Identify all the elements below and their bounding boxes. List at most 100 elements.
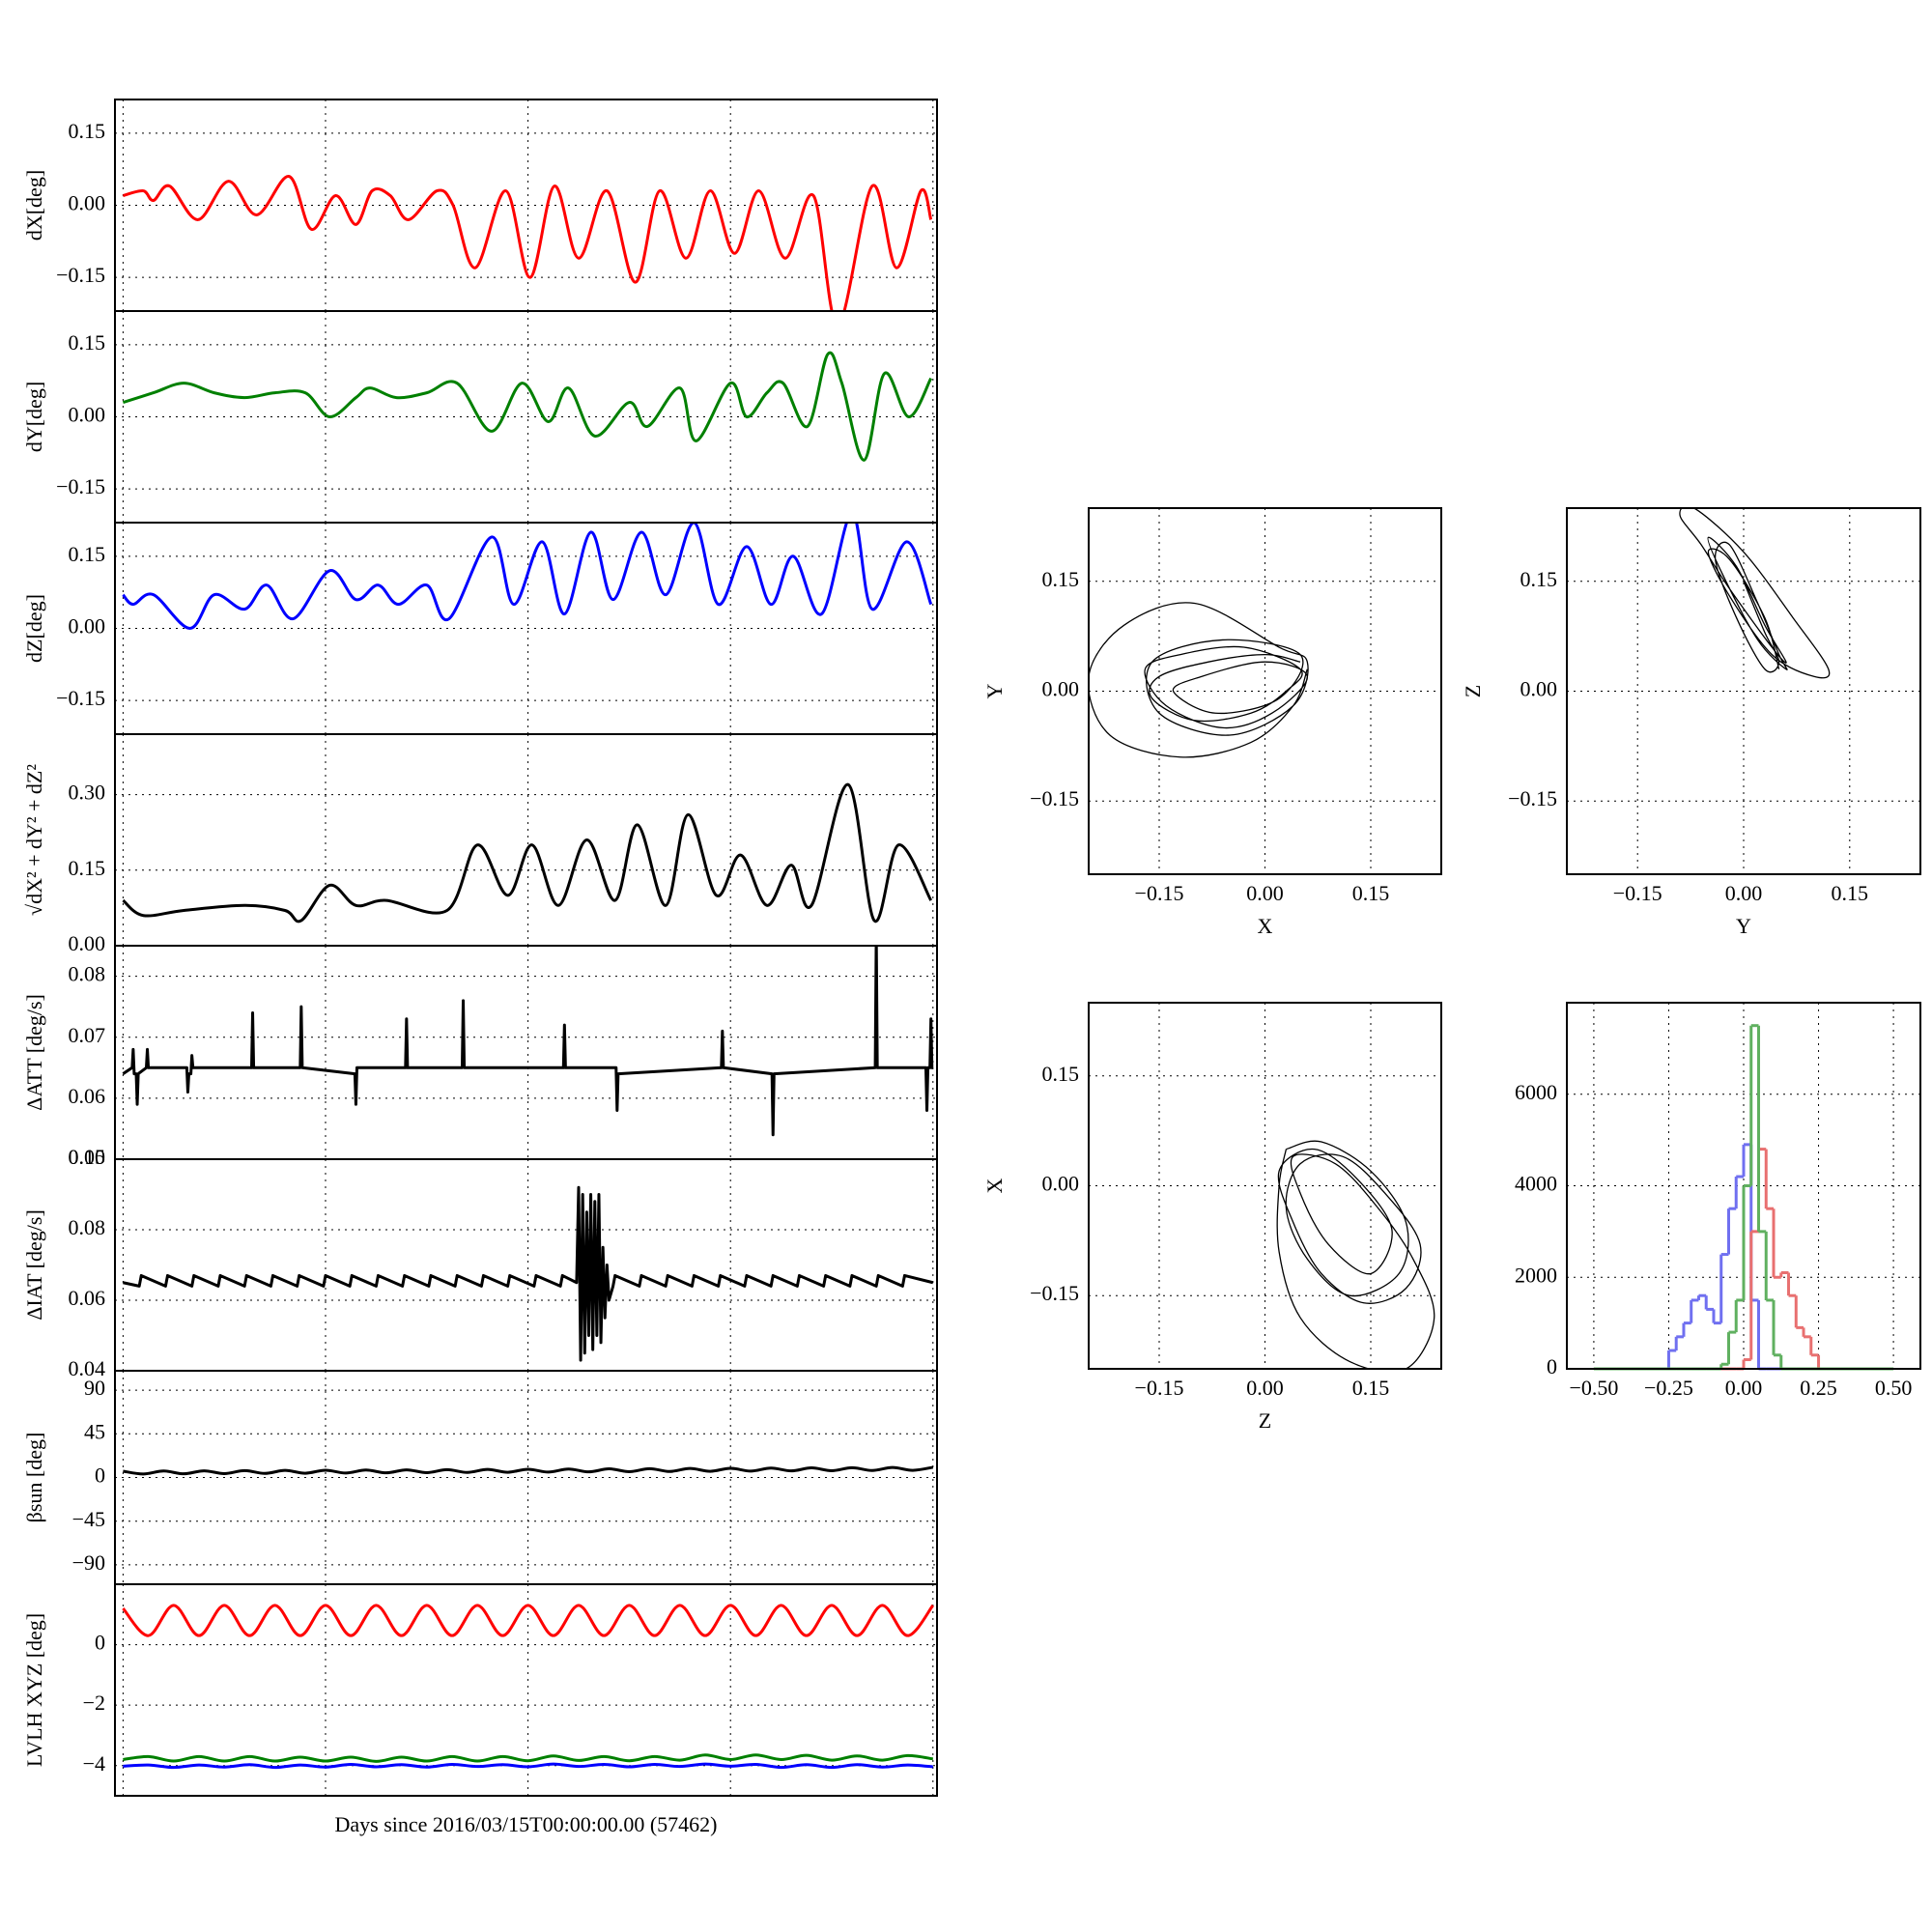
y-tick-label: 90 <box>84 1376 105 1400</box>
y-tick-label: 4000 <box>1515 1172 1557 1196</box>
y-axis-label: dZ[deg] <box>22 594 46 663</box>
y-tick-label: 0.08 <box>69 1215 106 1239</box>
x-axis-label: Y <box>1736 914 1751 938</box>
y-tick-label: −90 <box>72 1550 105 1575</box>
y-tick-label: 0 <box>1547 1354 1557 1378</box>
y-tick-label: 0.08 <box>69 962 106 986</box>
x-tick-label: 0.15 <box>1832 881 1869 905</box>
y-tick-label: 0.00 <box>69 614 106 639</box>
y-tick-label: 0.00 <box>69 931 106 955</box>
x-tick-label: 0.00 <box>1246 881 1284 905</box>
x-tick-label: 0.00 <box>1725 1376 1763 1400</box>
y-tick-label: 0.00 <box>1042 1172 1080 1196</box>
series-line <box>123 1753 934 1763</box>
y-tick-label: 0.00 <box>69 403 106 427</box>
panel: 0.04 0.06 0.08 0.10 ΔIAT [deg/s] <box>22 1145 938 1380</box>
y-tick-label: 0.00 <box>1520 677 1558 701</box>
plot-frame <box>114 733 938 947</box>
y-tick-label: 0.15 <box>69 119 106 143</box>
y-axis-label: dY[deg] <box>22 382 46 452</box>
y-tick-label: 0.05 <box>69 1145 106 1169</box>
series-line <box>123 1762 933 1770</box>
x-tick-label: −0.15 <box>1135 1376 1184 1400</box>
y-tick-label: 45 <box>84 1419 105 1443</box>
panel: −90 −45 0 45 90 βsun [deg] <box>22 1370 938 1585</box>
series-line <box>122 782 933 923</box>
y-tick-label: 0.15 <box>69 542 106 566</box>
panel: 0.05 0.06 0.07 0.08 ΔATT [deg/s] <box>22 945 938 1169</box>
panel: −0.15 0.00 0.15 −0.15 0.00 0.15 Y X <box>982 507 1442 938</box>
plot-frame <box>114 1158 938 1372</box>
plot-frame <box>1566 507 1921 875</box>
series-line <box>1679 508 1831 679</box>
y-axis-label: ΔATT [deg/s] <box>22 994 46 1111</box>
y-tick-label: −2 <box>83 1690 105 1715</box>
y-tick-label: −0.15 <box>56 263 105 287</box>
x-tick-label: −0.15 <box>1613 881 1662 905</box>
y-tick-label: 0.06 <box>69 1286 106 1310</box>
x-axis-label: X <box>1258 914 1273 938</box>
y-tick-label: 0.00 <box>69 191 106 215</box>
series-line <box>122 1604 935 1637</box>
y-tick-label: 0.07 <box>69 1023 106 1047</box>
y-tick-label: 0.04 <box>69 1356 106 1380</box>
y-tick-label: 0 <box>95 1463 105 1488</box>
series-line <box>123 1465 934 1476</box>
y-tick-label: 0.15 <box>1042 567 1080 591</box>
x-tick-label: 0.15 <box>1352 881 1390 905</box>
series-line <box>1276 1140 1435 1369</box>
y-axis-label: Y <box>982 683 1007 698</box>
x-tick-label: 0.00 <box>1725 881 1763 905</box>
x-tick-label: 0.25 <box>1800 1376 1837 1400</box>
y-tick-label: −0.15 <box>56 686 105 710</box>
y-tick-label: −45 <box>72 1507 105 1531</box>
y-axis-label: dX[deg] <box>22 170 46 241</box>
panel: −4 −2 0 LVLH XYZ [deg] Days since 2016/03/15… <box>22 1583 938 1836</box>
y-tick-label: 0.15 <box>1520 567 1558 591</box>
x-tick-label: −0.25 <box>1644 1376 1693 1400</box>
y-axis-label: √dX² + dY² + dZ² <box>22 764 46 916</box>
panel: −0.15 0.00 0.15 −0.15 0.00 0.15 X Z <box>982 1002 1442 1433</box>
plot-frame <box>1566 1002 1921 1370</box>
x-axis-label: Days since 2016/03/15T00:00:00.00 (57462… <box>335 1812 718 1836</box>
panel: −0.15 0.00 0.15 dZ[deg] <box>22 522 938 735</box>
y-tick-label: 0.10 <box>69 1145 106 1169</box>
y-tick-label: −4 <box>83 1751 105 1776</box>
series-line <box>122 351 933 462</box>
series-line <box>123 1185 934 1362</box>
panel: 0.00 0.15 0.30 √dX² + dY² + dZ² <box>22 733 938 955</box>
plot-frame <box>1088 1002 1442 1370</box>
x-axis-label: Z <box>1259 1408 1271 1433</box>
x-tick-label: −0.50 <box>1569 1376 1618 1400</box>
y-tick-label: 0.15 <box>1042 1062 1080 1086</box>
y-tick-label: −0.15 <box>1030 786 1079 810</box>
panel: −0.15 0.00 0.15 dX[deg] <box>22 99 938 312</box>
y-axis-label: ΔIAT [deg/s] <box>22 1209 46 1321</box>
series-line <box>1089 602 1309 758</box>
y-axis-label: X <box>982 1178 1007 1193</box>
plot-frame <box>114 1583 938 1797</box>
y-tick-label: −0.15 <box>1030 1281 1079 1305</box>
y-axis-label: Z <box>1461 685 1485 697</box>
series-line <box>122 523 933 630</box>
y-axis-label: LVLH XYZ [deg] <box>22 1613 46 1767</box>
y-tick-label: −0.15 <box>1508 786 1557 810</box>
panel: −0.15 0.00 0.15 −0.15 0.00 0.15 Z Y <box>1461 507 1921 938</box>
y-axis-label: βsun [deg] <box>22 1433 46 1523</box>
panel: −0.50 −0.25 0.00 0.25 0.50 0 2000 4000 6000 <box>1515 1002 1921 1400</box>
x-tick-label: 0.00 <box>1246 1376 1284 1400</box>
series-line <box>122 946 934 1137</box>
y-tick-label: 2000 <box>1515 1263 1557 1287</box>
panel: −0.15 0.00 0.15 dY[deg] <box>22 310 938 524</box>
series-line <box>122 175 933 311</box>
y-tick-label: 0.06 <box>69 1084 106 1108</box>
y-tick-label: 6000 <box>1515 1080 1557 1104</box>
plot-frame <box>1088 507 1442 875</box>
y-tick-label: 0.00 <box>1042 677 1080 701</box>
x-tick-label: −0.15 <box>1135 881 1184 905</box>
x-tick-label: 0.15 <box>1352 1376 1390 1400</box>
y-tick-label: 0.15 <box>69 856 106 880</box>
plot-frame <box>114 945 938 1160</box>
